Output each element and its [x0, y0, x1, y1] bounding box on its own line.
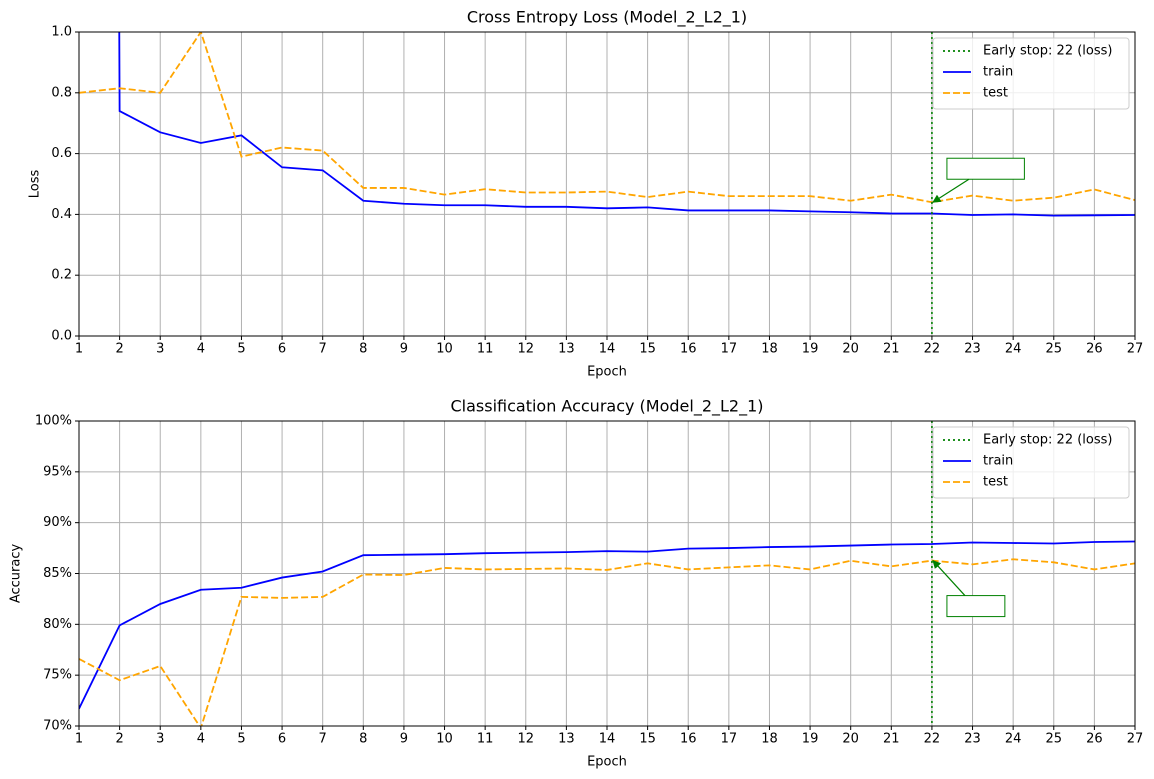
x-tick-label: 11	[477, 342, 494, 357]
x-tick-label: 16	[680, 732, 697, 747]
x-tick-label: 21	[883, 732, 900, 747]
y-tick-label: 100%	[35, 414, 72, 429]
y-axis-label: Loss	[28, 170, 43, 199]
x-tick-label: 12	[517, 342, 534, 357]
x-tick-label: 25	[1045, 342, 1062, 357]
y-tick-label: 90%	[43, 515, 72, 530]
plot-frame	[78, 31, 1136, 337]
x-tick-label: 9	[400, 342, 408, 357]
chart-title: Cross Entropy Loss (Model_2_L2_1)	[467, 8, 747, 28]
x-tick-label: 5	[237, 732, 245, 747]
x-tick-label: 2	[115, 342, 123, 357]
x-tick-label: 17	[721, 342, 738, 357]
y-tick-label: 85%	[43, 566, 72, 581]
x-tick-label: 27	[1127, 732, 1144, 747]
x-tick-label: 1	[75, 342, 83, 357]
x-tick-label: 1	[75, 732, 83, 747]
y-tick-label: 0.4	[51, 207, 72, 222]
legend-box	[932, 37, 1130, 110]
x-tick-label: 7	[319, 342, 327, 357]
x-tick-label: 7	[319, 732, 327, 747]
x-tick-label: 15	[639, 342, 656, 357]
legend-label: test	[983, 86, 1008, 101]
x-tick-label: 3	[156, 342, 164, 357]
axes: Classification Accuracy (Model_2_L2_1) Ep…	[9, 397, 1144, 770]
legend-label: train	[983, 454, 1013, 469]
y-tick-label: 0.0	[51, 329, 72, 344]
y-tick-label: 75%	[43, 668, 72, 683]
series-line	[79, 32, 1135, 204]
plot-frame	[78, 420, 1136, 727]
x-tick-label: 5	[237, 342, 245, 357]
x-axis-label: Epoch	[587, 365, 627, 380]
series-line	[118, 32, 1135, 217]
x-tick-label: 14	[599, 342, 616, 357]
x-tick-label: 26	[1086, 342, 1103, 357]
x-tick-label: 8	[359, 342, 367, 357]
y-tick-label: 0.2	[51, 268, 72, 283]
x-tick-label: 20	[842, 342, 859, 357]
x-tick-label: 18	[761, 732, 778, 747]
series-line	[79, 558, 1135, 726]
x-tick-label: 10	[436, 342, 453, 357]
legend-label: train	[983, 65, 1013, 80]
y-axis-label: Accuracy	[9, 544, 24, 604]
x-tick-label: 23	[964, 732, 981, 747]
x-tick-label: 20	[842, 732, 859, 747]
x-tick-label: 24	[1005, 732, 1022, 747]
x-tick-label: 22	[924, 732, 941, 747]
chart-title: Classification Accuracy (Model_2_L2_1)	[450, 397, 763, 417]
x-tick-label: 27	[1127, 342, 1144, 357]
annotation-box	[946, 157, 1025, 180]
legend: Early stop: 22 (loss) train test	[932, 426, 1130, 499]
x-tick-label: 10	[436, 732, 453, 747]
y-tick-label: 80%	[43, 617, 72, 632]
x-tick-label: 23	[964, 342, 981, 357]
axes: Cross Entropy Loss (Model_2_L2_1) Epoch Lo…	[28, 8, 1144, 380]
annotation-arrow	[932, 178, 970, 203]
x-tick-label: 18	[761, 342, 778, 357]
legend-label: Early stop: 22 (loss)	[983, 44, 1112, 59]
annotation-arrow	[932, 559, 966, 596]
annotation-box	[946, 595, 1006, 618]
x-tick-label: 2	[115, 732, 123, 747]
x-tick-label: 16	[680, 342, 697, 357]
x-tick-label: 6	[278, 342, 286, 357]
x-tick-label: 15	[639, 732, 656, 747]
y-tick-label: 1.0	[51, 25, 72, 40]
x-tick-label: 14	[599, 732, 616, 747]
plot-area	[79, 32, 1135, 217]
y-tick-label: 95%	[43, 464, 72, 479]
plot-area	[79, 540, 1135, 726]
legend-label: test	[983, 475, 1008, 490]
x-tick-label: 9	[400, 732, 408, 747]
x-axis-label: Epoch	[587, 755, 627, 770]
x-tick-label: 8	[359, 732, 367, 747]
x-tick-label: 4	[197, 342, 205, 357]
y-tick-label: 0.8	[51, 85, 72, 100]
series-line	[79, 540, 1135, 710]
x-tick-label: 11	[477, 732, 494, 747]
x-tick-label: 19	[802, 342, 819, 357]
x-tick-label: 19	[802, 732, 819, 747]
legend-box	[932, 426, 1130, 499]
legend-label: Early stop: 22 (loss)	[983, 433, 1112, 448]
x-tick-label: 17	[721, 732, 738, 747]
x-tick-label: 4	[197, 732, 205, 747]
x-tick-label: 3	[156, 732, 164, 747]
x-tick-label: 26	[1086, 732, 1103, 747]
x-tick-label: 13	[558, 342, 575, 357]
x-tick-label: 22	[924, 342, 941, 357]
y-tick-label: 0.6	[51, 146, 72, 161]
x-tick-label: 25	[1045, 732, 1062, 747]
x-tick-label: 6	[278, 732, 286, 747]
x-tick-label: 13	[558, 732, 575, 747]
x-tick-label: 21	[883, 342, 900, 357]
y-tick-label: 70%	[43, 719, 72, 734]
x-tick-label: 12	[517, 732, 534, 747]
legend: Early stop: 22 (loss) train test	[932, 37, 1130, 110]
x-tick-label: 24	[1005, 342, 1022, 357]
